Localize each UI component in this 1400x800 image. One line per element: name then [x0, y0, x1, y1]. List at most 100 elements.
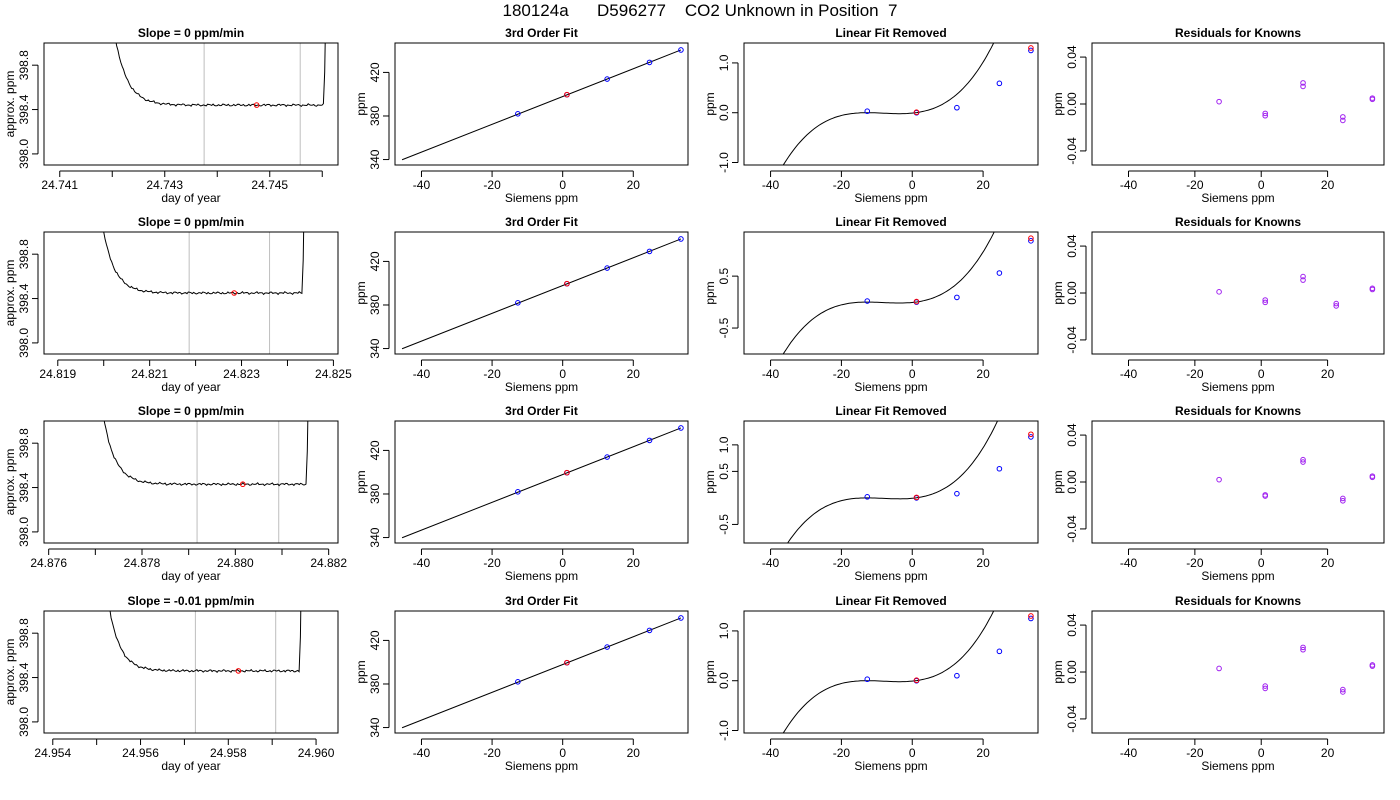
- plot-frame: [394, 610, 689, 734]
- y-axis-label: ppm: [1051, 92, 1065, 115]
- plot-area: [401, 615, 684, 729]
- x-axis-label: Siemens ppm: [854, 380, 927, 394]
- y-tick-label: -0.04: [1065, 705, 1079, 733]
- panel-residuals-row-4: Residuals for Knowns -40 -20 0 20 Siemens ppm…: [1051, 594, 1385, 773]
- x-tick-label: -20: [1186, 556, 1204, 570]
- plot-frame: [43, 231, 339, 355]
- y-tick-label: 0.5: [717, 463, 731, 480]
- x-tick-label: 24.743: [146, 178, 183, 192]
- residual-point: [1333, 300, 1340, 307]
- known-point: [604, 76, 610, 82]
- y-axis-label: ppm: [354, 281, 368, 304]
- x-tick-label: -40: [762, 746, 780, 760]
- known-point: [1028, 47, 1034, 54]
- residual-point: [1333, 303, 1340, 309]
- x-tick-label: 20: [627, 178, 641, 192]
- plot-frame: [743, 231, 1039, 355]
- x-axis-label: day of year: [161, 380, 220, 394]
- x-tick-label: 24.819: [39, 367, 76, 381]
- x-tick-label: 24.960: [298, 746, 335, 760]
- residual-point: [1262, 110, 1269, 117]
- panel-title: Residuals for Knowns: [1175, 404, 1301, 418]
- known-point: [646, 437, 653, 444]
- residual-point: [1369, 473, 1376, 479]
- known-point: [646, 59, 653, 66]
- plot-area: [103, 421, 309, 543]
- plot-frame: [394, 42, 689, 166]
- fit-line: [401, 49, 682, 161]
- x-tick-label: 24.825: [315, 367, 352, 381]
- y-tick-label: 340: [368, 717, 382, 737]
- residual-point: [1262, 112, 1269, 119]
- x-tick-label: 0: [559, 178, 566, 192]
- y-tick-label: -1.0: [717, 152, 731, 173]
- concentration-trace: [109, 611, 302, 674]
- plot-area: [115, 43, 326, 165]
- y-axis-label: ppm: [354, 660, 368, 683]
- plot-frame: [743, 610, 1039, 734]
- panel-linear-removed-row-1: Linear Fit Removed -40 -20 0 20 Siemens ppm -1…: [703, 26, 1039, 205]
- residual-point: [1300, 83, 1306, 90]
- known-point: [996, 80, 1003, 87]
- x-tick-label: -20: [1186, 178, 1204, 192]
- x-axis-label: Siemens ppm: [1201, 191, 1274, 205]
- known-point: [864, 494, 871, 500]
- concentration-trace: [115, 43, 326, 108]
- x-tick-label: 20: [627, 367, 641, 381]
- y-tick-label: 398.0: [17, 328, 31, 358]
- x-tick-label: -20: [833, 556, 851, 570]
- panel-title: 3rd Order Fit: [505, 215, 578, 229]
- y-tick-label: -0.04: [1065, 137, 1079, 165]
- unknown-point: [1028, 235, 1034, 242]
- residual-point: [1300, 644, 1306, 651]
- y-tick-label: 340: [368, 149, 382, 169]
- x-tick-label: -40: [1120, 367, 1138, 381]
- unknown-point: [913, 677, 920, 684]
- plot-area: [109, 611, 302, 733]
- x-tick-label: 0: [559, 367, 566, 381]
- fit-line: [401, 427, 682, 539]
- x-tick-label: -20: [1186, 746, 1204, 760]
- x-tick-label: -40: [762, 556, 780, 570]
- x-axis-label: Siemens ppm: [854, 569, 927, 583]
- x-tick-label: -40: [413, 178, 431, 192]
- x-tick-label: -20: [833, 746, 851, 760]
- plot-area: [103, 232, 305, 354]
- known-point: [954, 294, 960, 301]
- residual-point: [1340, 495, 1346, 502]
- known-point: [996, 465, 1003, 472]
- y-tick-label: 380: [368, 295, 382, 315]
- concentration-trace: [103, 232, 305, 296]
- panel-fit-row-4: 3rd Order Fit -40 -20 0 20 Siemens ppm 340 380 4…: [354, 594, 689, 773]
- x-tick-label: -20: [1186, 367, 1204, 381]
- residual-point: [1300, 459, 1306, 465]
- unknown-point: [564, 469, 570, 476]
- x-tick-label: 20: [976, 556, 990, 570]
- known-point: [515, 300, 521, 306]
- known-point: [604, 265, 610, 271]
- x-tick-label: -40: [413, 556, 431, 570]
- x-tick-label: 0: [909, 746, 916, 760]
- y-tick-label: 0.0: [717, 104, 731, 121]
- panel-title: Linear Fit Removed: [835, 26, 946, 40]
- cubic-curve: [782, 232, 995, 354]
- unknown-point: [913, 494, 920, 501]
- x-tick-label: 20: [1321, 367, 1335, 381]
- plot-frame: [394, 231, 689, 355]
- sample-point: [240, 481, 246, 488]
- y-axis-label: approx. ppm: [3, 639, 17, 706]
- panel-linear-removed-row-3: Linear Fit Removed -40 -20 0 20 Siemens ppm -0…: [703, 404, 1039, 583]
- known-point: [996, 648, 1003, 655]
- x-tick-label: 0: [1258, 178, 1265, 192]
- y-tick-label: 398.8: [17, 618, 31, 648]
- x-tick-label: 24.878: [124, 556, 161, 570]
- x-tick-label: 0: [1258, 367, 1265, 381]
- x-axis-label: day of year: [161, 569, 220, 583]
- plot-area: [401, 47, 684, 161]
- panel-title: Slope = 0 ppm/min: [138, 404, 244, 418]
- x-tick-label: -40: [762, 178, 780, 192]
- figure-title: 180124a D596277 CO2 Unknown in Position …: [502, 1, 898, 20]
- x-axis-label: Siemens ppm: [505, 759, 578, 773]
- panel-fit-row-3: 3rd Order Fit -40 -20 0 20 Siemens ppm 340 380 4…: [354, 404, 689, 583]
